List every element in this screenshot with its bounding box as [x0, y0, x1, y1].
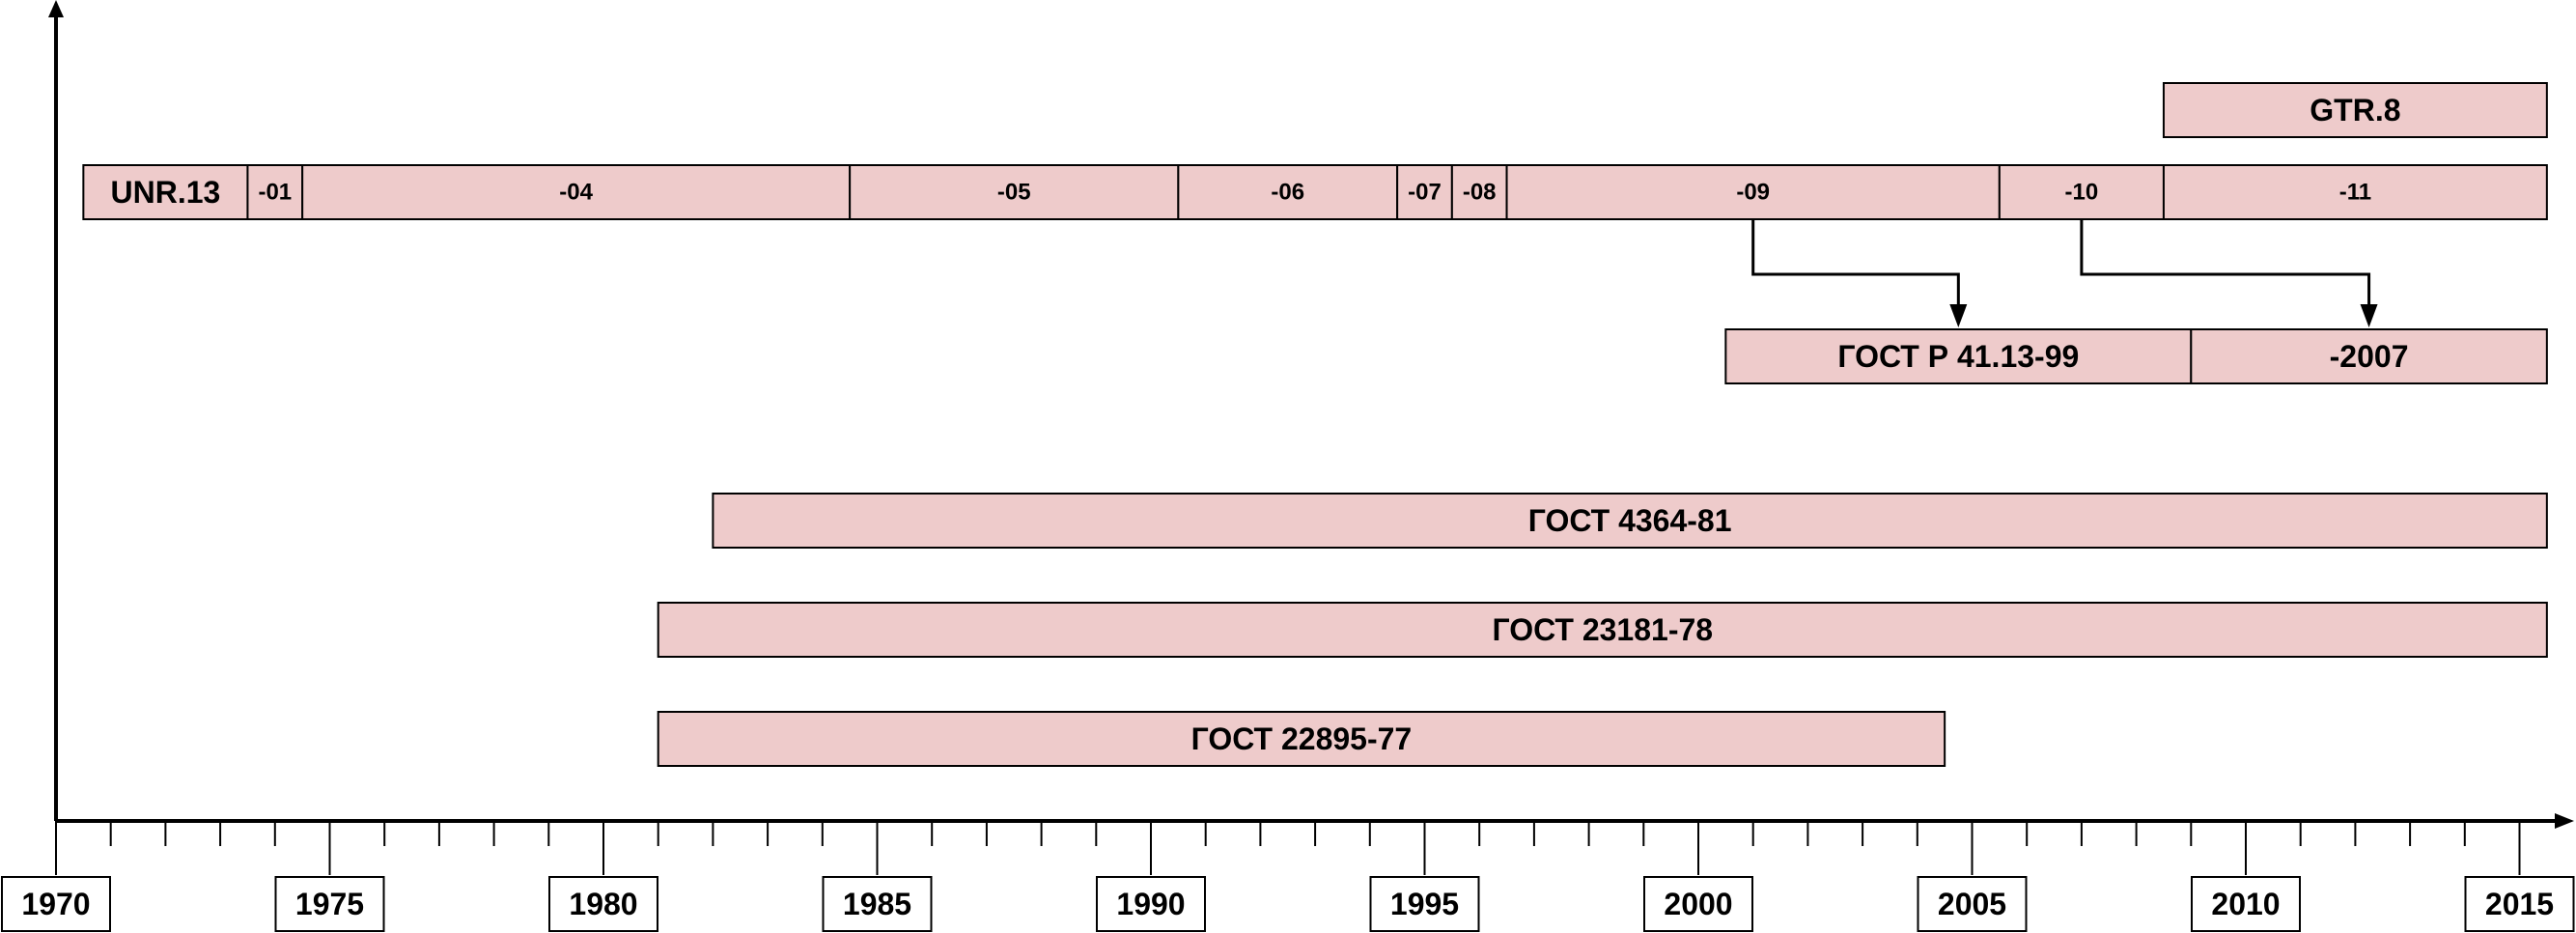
year-label-2000: 2000: [1643, 876, 1753, 932]
label-gtr-8: GTR.8: [2310, 93, 2400, 127]
year-text-1985: 1985: [843, 887, 911, 921]
year-text-1995: 1995: [1390, 887, 1459, 921]
year-text-2005: 2005: [1938, 887, 2006, 921]
segment-unr13-04: -04: [301, 164, 852, 220]
segment-unr13-08: -08: [1450, 164, 1508, 220]
label-unr13-05: -05: [997, 180, 1031, 206]
year-box-2015: [2464, 876, 2575, 932]
year-box-1975: [274, 876, 385, 932]
bar-gost-r-2007: [2190, 328, 2548, 384]
year-text-1975: 1975: [295, 887, 364, 921]
connector-10-to-2007-arrowhead-icon: [2360, 304, 2378, 327]
label-gost-23181-78: ГОСТ 23181-78: [1492, 612, 1713, 647]
year-label-1975: 1975: [274, 876, 385, 932]
year-text-1970: 1970: [21, 887, 90, 921]
x-axis-arrow-icon: [2555, 813, 2574, 829]
year-label-1970: 1970: [1, 876, 111, 932]
year-box-1970: [1, 876, 111, 932]
segment-unr13: UNR.13: [82, 164, 249, 220]
bar-gtr-8: [2162, 82, 2548, 138]
year-box-2000: [1643, 876, 1753, 932]
year-box-2010: [2191, 876, 2301, 932]
segment-gost-r-2007: -2007: [2190, 328, 2548, 384]
bar-unr13-10: [1998, 164, 2165, 220]
row-gost-r: ГОСТ Р 41.13-99 -2007: [1724, 328, 2548, 384]
label-unr13-10: -10: [2065, 180, 2099, 206]
label-unr13-07: -07: [1408, 180, 1442, 206]
y-axis-arrow-icon: [48, 0, 64, 17]
segment-unr13-06: -06: [1177, 164, 1399, 220]
label-unr13-06: -06: [1271, 180, 1304, 206]
bars-layer: GTR.8 UNR.13 -01 -04 -05 -06 -07 -08 -09 -10 -11 ГО…: [82, 82, 2548, 767]
year-text-1990: 1990: [1116, 887, 1185, 921]
year-text-2010: 2010: [2211, 887, 2280, 921]
row-gtr: GTR.8: [2162, 82, 2548, 138]
bar-unr13-08: [1450, 164, 1508, 220]
bar-unr13-07: [1396, 164, 1453, 220]
year-label-2005: 2005: [1917, 876, 2028, 932]
connector-10-to-2007-line: [2080, 219, 2371, 308]
year-box-1990: [1096, 876, 1206, 932]
year-label-1980: 1980: [548, 876, 658, 932]
bar-unr13-01: [246, 164, 304, 220]
label-unr13-04: -04: [559, 180, 593, 206]
connector-09-to-gost-r-arrowhead-icon: [1949, 304, 1968, 327]
segment-gost-r-41-13-99: ГОСТ Р 41.13-99: [1724, 328, 2193, 384]
bar-unr13-06: [1177, 164, 1399, 220]
year-label-1995: 1995: [1369, 876, 1480, 932]
segment-gost-22895-77: ГОСТ 22895-77: [657, 711, 1946, 767]
label-unr13-01: -01: [258, 180, 292, 206]
label-unr13-11: -11: [2339, 180, 2371, 206]
label-gost-r-2007: -2007: [2330, 339, 2409, 374]
connectors-layer: [1751, 219, 2378, 327]
label-unr13: UNR.13: [110, 175, 220, 210]
bar-unr13: [82, 164, 249, 220]
year-label-2010: 2010: [2191, 876, 2301, 932]
label-unr13-08: -08: [1463, 180, 1497, 206]
year-box-1980: [548, 876, 658, 932]
segment-unr13-09: -09: [1505, 164, 2001, 220]
row-gost-22895: ГОСТ 22895-77: [657, 711, 1946, 767]
segment-unr13-11: -11: [2162, 164, 2548, 220]
row-unr13: UNR.13 -01 -04 -05 -06 -07 -08 -09 -10 -11: [82, 164, 2548, 220]
bar-gost-r-41-13-99: [1724, 328, 2193, 384]
segment-unr13-10: -10: [1998, 164, 2165, 220]
year-text-1980: 1980: [569, 887, 637, 921]
label-unr13-09: -09: [1736, 180, 1770, 206]
segment-unr13-01: -01: [246, 164, 304, 220]
connector-10-to-2007: [2080, 219, 2378, 327]
year-box-1985: [822, 876, 933, 932]
label-gost-4364-81: ГОСТ 4364-81: [1528, 503, 1732, 538]
year-box-1995: [1369, 876, 1480, 932]
bar-unr13-11: [2162, 164, 2548, 220]
segment-gost-4364-81: ГОСТ 4364-81: [712, 493, 2548, 549]
row-gost-23181: ГОСТ 23181-78: [657, 602, 2548, 658]
year-label-2015: 2015: [2464, 876, 2575, 932]
segment-unr13-05: -05: [849, 164, 1180, 220]
segment-gtr-8: GTR.8: [2162, 82, 2548, 138]
bar-gost-22895-77: [657, 711, 1946, 767]
label-gost-r-41-13-99: ГОСТ Р 41.13-99: [1837, 339, 2079, 374]
segment-gost-23181-78: ГОСТ 23181-78: [657, 602, 2548, 658]
connector-09-to-gost-r: [1751, 219, 1968, 327]
year-text-2015: 2015: [2485, 887, 2554, 921]
year-label-1990: 1990: [1096, 876, 1206, 932]
bar-gost-23181-78: [657, 602, 2548, 658]
year-label-1985: 1985: [822, 876, 933, 932]
row-gost-4364: ГОСТ 4364-81: [712, 493, 2548, 549]
connector-09-to-gost-r-line: [1751, 219, 1960, 308]
year-text-2000: 2000: [1664, 887, 1732, 921]
segment-unr13-07: -07: [1396, 164, 1453, 220]
bar-gost-4364-81: [712, 493, 2548, 549]
bar-unr13-05: [849, 164, 1180, 220]
label-gost-22895-77: ГОСТ 22895-77: [1191, 721, 1413, 756]
year-box-2005: [1917, 876, 2028, 932]
